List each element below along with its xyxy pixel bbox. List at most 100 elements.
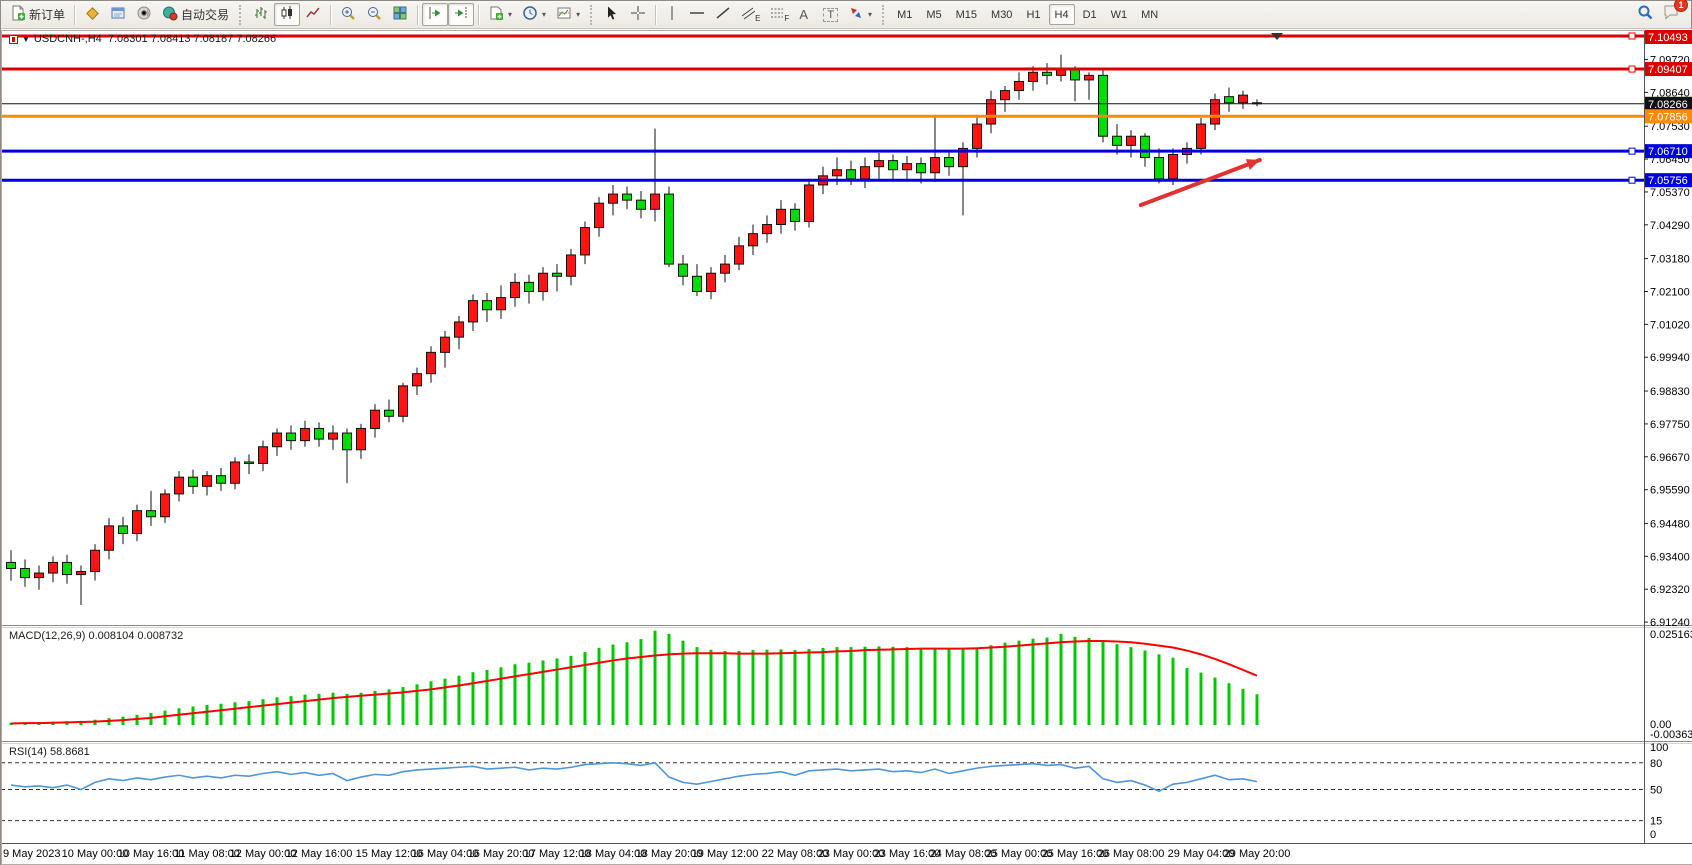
price-chart[interactable]: 7.097207.086407.075307.064507.053707.042… [1, 30, 1692, 865]
macd-axis-label: -0.003635 [1650, 729, 1692, 741]
time-axis-label: 10 May 16:00 [118, 848, 185, 860]
candle-body [300, 427, 310, 442]
new-order-button[interactable]: 新订单 [5, 3, 70, 26]
candle-body [356, 427, 366, 451]
separator [655, 4, 657, 25]
text-label-button[interactable]: T [818, 3, 843, 26]
candle-body [398, 385, 408, 417]
price-tick-label: 7.05370 [1650, 187, 1690, 199]
chart-menu-icon[interactable]: ▼ [22, 34, 30, 44]
line-handle[interactable] [1628, 176, 1636, 184]
fibonacci-button[interactable]: F [765, 3, 794, 26]
chart-window[interactable]: 7.09720 7.08640 7.07530 7.06450 7.05370 7.042… [1, 29, 1692, 865]
candle-body [1140, 135, 1150, 159]
auto-trading-label: 自动交易 [181, 8, 230, 22]
candle-body [608, 193, 618, 204]
price-line-badge-label: 7.09407 [1648, 64, 1688, 76]
price-line-badge[interactable] [1645, 96, 1692, 111]
trendline-icon [715, 5, 731, 24]
auto-scroll-button[interactable] [422, 3, 449, 26]
candle-body [972, 123, 982, 149]
price-tick-label: 7.07530 [1650, 121, 1690, 133]
candlestick-chart-button[interactable] [274, 3, 301, 26]
price-line-badge[interactable] [1645, 173, 1692, 188]
candle-body [174, 476, 184, 495]
chevron-down-icon: ▾ [868, 10, 873, 19]
candle-body [594, 202, 604, 229]
candle-body [1224, 96, 1234, 104]
price-tick-label: 6.95590 [1650, 485, 1690, 497]
notifications-button[interactable]: 1 [1662, 0, 1688, 26]
auto-trading-button[interactable]: 自动交易 [157, 3, 234, 26]
timeframe-m5[interactable]: M5 [926, 8, 942, 21]
equidistant-channel-button[interactable]: E [736, 3, 765, 26]
search-icon[interactable] [1636, 3, 1654, 26]
timeframe-h1[interactable]: H1 [1026, 8, 1041, 21]
price-line-badge[interactable] [1645, 30, 1692, 44]
timeframe-m15[interactable]: M15 [955, 8, 978, 21]
timeframe-w1[interactable]: W1 [1110, 8, 1128, 21]
bar-chart-icon [253, 5, 269, 24]
editor-button[interactable] [105, 3, 131, 26]
vertical-line-button[interactable] [660, 3, 684, 26]
candle-body [370, 409, 380, 429]
price-line-badge-label: 7.06710 [1648, 146, 1688, 158]
price-line-badge[interactable] [1645, 109, 1692, 124]
timeframe-mn[interactable]: MN [1141, 8, 1159, 21]
arrow-annotation-head[interactable] [1245, 159, 1260, 170]
separator [330, 4, 332, 25]
chevron-down-icon: ▾ [576, 10, 581, 19]
price-tick-label: 7.02100 [1650, 286, 1690, 298]
time-axis-label: 18 May 20:00 [636, 848, 703, 860]
rsi-header: RSI(14) 58.8681 [9, 746, 90, 758]
candle-body [622, 193, 632, 201]
price-line-badge[interactable] [1645, 62, 1692, 77]
broadcast-icon [136, 5, 152, 24]
trendline-button[interactable] [710, 3, 736, 26]
crosshair-button[interactable] [625, 3, 651, 26]
line-handle[interactable] [1628, 65, 1636, 73]
time-axis-label: 26 May 08:00 [1098, 848, 1165, 860]
horizontal-line-button[interactable] [684, 3, 710, 26]
price-line-badge[interactable] [1645, 144, 1692, 159]
candle-body [216, 475, 226, 484]
price-line-badge-label: 7.05756 [1648, 175, 1688, 187]
separator [478, 4, 480, 25]
tile-windows-button[interactable] [387, 3, 413, 26]
timeframe-m1[interactable]: M1 [897, 8, 913, 21]
line-chart-button[interactable] [300, 3, 326, 26]
cube-button[interactable] [79, 3, 105, 26]
toolbar-grip[interactable] [882, 4, 886, 25]
timeframe-h4[interactable]: H4 [1048, 4, 1075, 25]
indicators-button[interactable]: ▾ [483, 3, 517, 26]
candle-body [734, 245, 744, 265]
rsi-axis-label: 50 [1650, 785, 1662, 797]
toolbar-grip[interactable] [239, 4, 243, 25]
timeframe-m30[interactable]: M30 [991, 8, 1013, 21]
periods-button[interactable]: ▾ [517, 3, 551, 26]
arrows-button[interactable]: ▾ [843, 3, 877, 26]
chart-shift-marker[interactable] [1271, 33, 1283, 40]
tile-windows-icon [392, 5, 408, 24]
broadcast-button[interactable] [131, 3, 157, 26]
time-axis-label: 25 May 00:00 [986, 848, 1053, 860]
zoom-out-button[interactable] [361, 3, 387, 26]
toolbar-grip[interactable] [590, 4, 594, 25]
time-axis-label: 18 May 04:00 [580, 848, 647, 860]
candle-body [468, 300, 478, 323]
candle-body [706, 272, 716, 292]
candle-body [678, 263, 688, 277]
bar-chart-button[interactable] [248, 3, 274, 26]
line-handle[interactable] [1628, 147, 1636, 155]
chart-shift-button[interactable] [448, 3, 475, 26]
zoom-in-button[interactable] [335, 3, 361, 26]
templates-button[interactable]: ▾ [551, 3, 585, 26]
arrow-annotation[interactable] [1138, 157, 1262, 208]
timeframe-d1[interactable]: D1 [1082, 8, 1097, 21]
candle-body [832, 169, 842, 177]
line-handle[interactable] [1628, 32, 1636, 40]
cursor-button[interactable] [599, 3, 625, 26]
time-axis-label: 29 May 04:00 [1168, 848, 1235, 860]
text-button[interactable]: A [794, 3, 818, 26]
candle-body [496, 297, 506, 311]
